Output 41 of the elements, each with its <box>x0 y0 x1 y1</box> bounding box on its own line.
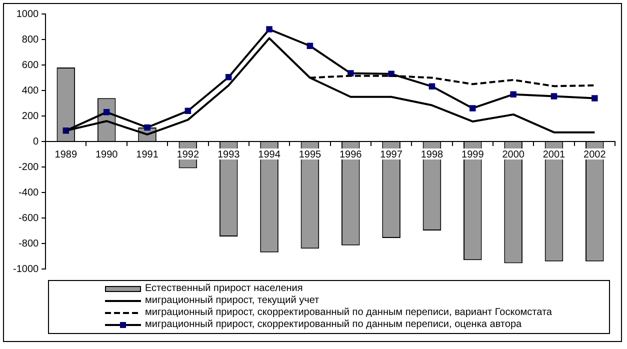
legend-label: миграционный прирост, текущий учет <box>145 295 320 307</box>
x-tick-label: 1993 <box>217 149 240 160</box>
y-tick-label: -600 <box>18 212 40 224</box>
legend-label: миграционный прирост, скорректированный по данным переписи, оценка автора <box>145 319 522 331</box>
y-tick-label: -400 <box>18 187 40 198</box>
point <box>266 26 272 32</box>
point <box>592 95 598 102</box>
point <box>184 108 192 114</box>
x-tick-label: 1990 <box>95 149 118 160</box>
y-tick-label: 1000 <box>16 8 40 20</box>
x-tick-label: 2002 <box>584 149 606 160</box>
x-tick-label: 1994 <box>258 149 281 160</box>
point <box>550 93 558 100</box>
x-tick-label: 1991 <box>136 149 159 160</box>
x-tick-label: 1998 <box>420 149 444 160</box>
y-tick-label: 600 <box>22 60 40 71</box>
x-tick-label: 1999 <box>462 149 484 160</box>
y-tick-label: -1000 <box>13 264 40 275</box>
y-tick-label: -800 <box>18 238 40 250</box>
y-tick-label: 200 <box>22 110 40 122</box>
y-tick-label: 800 <box>22 34 40 46</box>
legend-label: Естественный прирост населения <box>145 283 303 295</box>
point <box>348 70 354 76</box>
point <box>225 74 232 80</box>
point <box>470 105 476 112</box>
y-tick-label: 0 <box>33 136 40 148</box>
point <box>510 91 516 98</box>
point <box>103 109 110 116</box>
y-tick-label: 400 <box>22 85 40 96</box>
x-tick-label: 1997 <box>380 149 403 160</box>
point <box>428 83 436 90</box>
x-tick-label: 1992 <box>176 149 200 160</box>
x-tick-label: 2001 <box>542 149 566 160</box>
point <box>306 42 314 49</box>
point <box>144 124 150 131</box>
y-tick-label: -200 <box>18 162 40 173</box>
legend-label: миграционный прирост, скорректированный по данным переписи, вариант Госкомстата <box>145 307 552 319</box>
x-tick-label: 1996 <box>340 149 362 160</box>
x-tick-label: 2000 <box>502 149 525 160</box>
x-tick-label: 1989 <box>54 149 78 160</box>
x-tick-label: 1995 <box>298 149 322 160</box>
